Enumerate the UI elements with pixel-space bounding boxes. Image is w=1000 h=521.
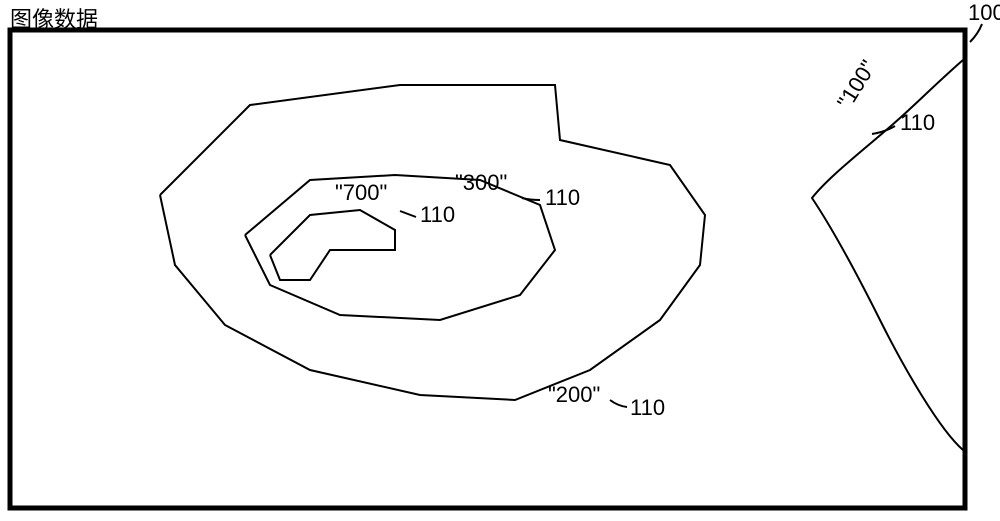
- ref-110-c700: 110: [420, 202, 455, 228]
- diagram-stage: 图像数据 100 "100" "200" "300" "700" 110 110…: [0, 0, 1000, 521]
- frame-ref-100: 100: [968, 0, 1000, 26]
- contour-100: [812, 60, 963, 450]
- leader-c200: [610, 400, 627, 407]
- value-label-300: "300": [455, 170, 507, 196]
- outer-frame: [10, 30, 965, 508]
- value-label-700: "700": [335, 180, 387, 206]
- ref-110-c100: 110: [900, 110, 935, 136]
- leader-c700: [400, 211, 416, 217]
- contour-300: [245, 175, 555, 320]
- leader-frame-100: [970, 24, 982, 42]
- contour-200: [160, 85, 705, 400]
- ref-110-c300: 110: [545, 185, 580, 211]
- value-label-200: "200": [548, 382, 600, 408]
- ref-110-c200: 110: [630, 395, 665, 421]
- contour-700: [270, 210, 395, 280]
